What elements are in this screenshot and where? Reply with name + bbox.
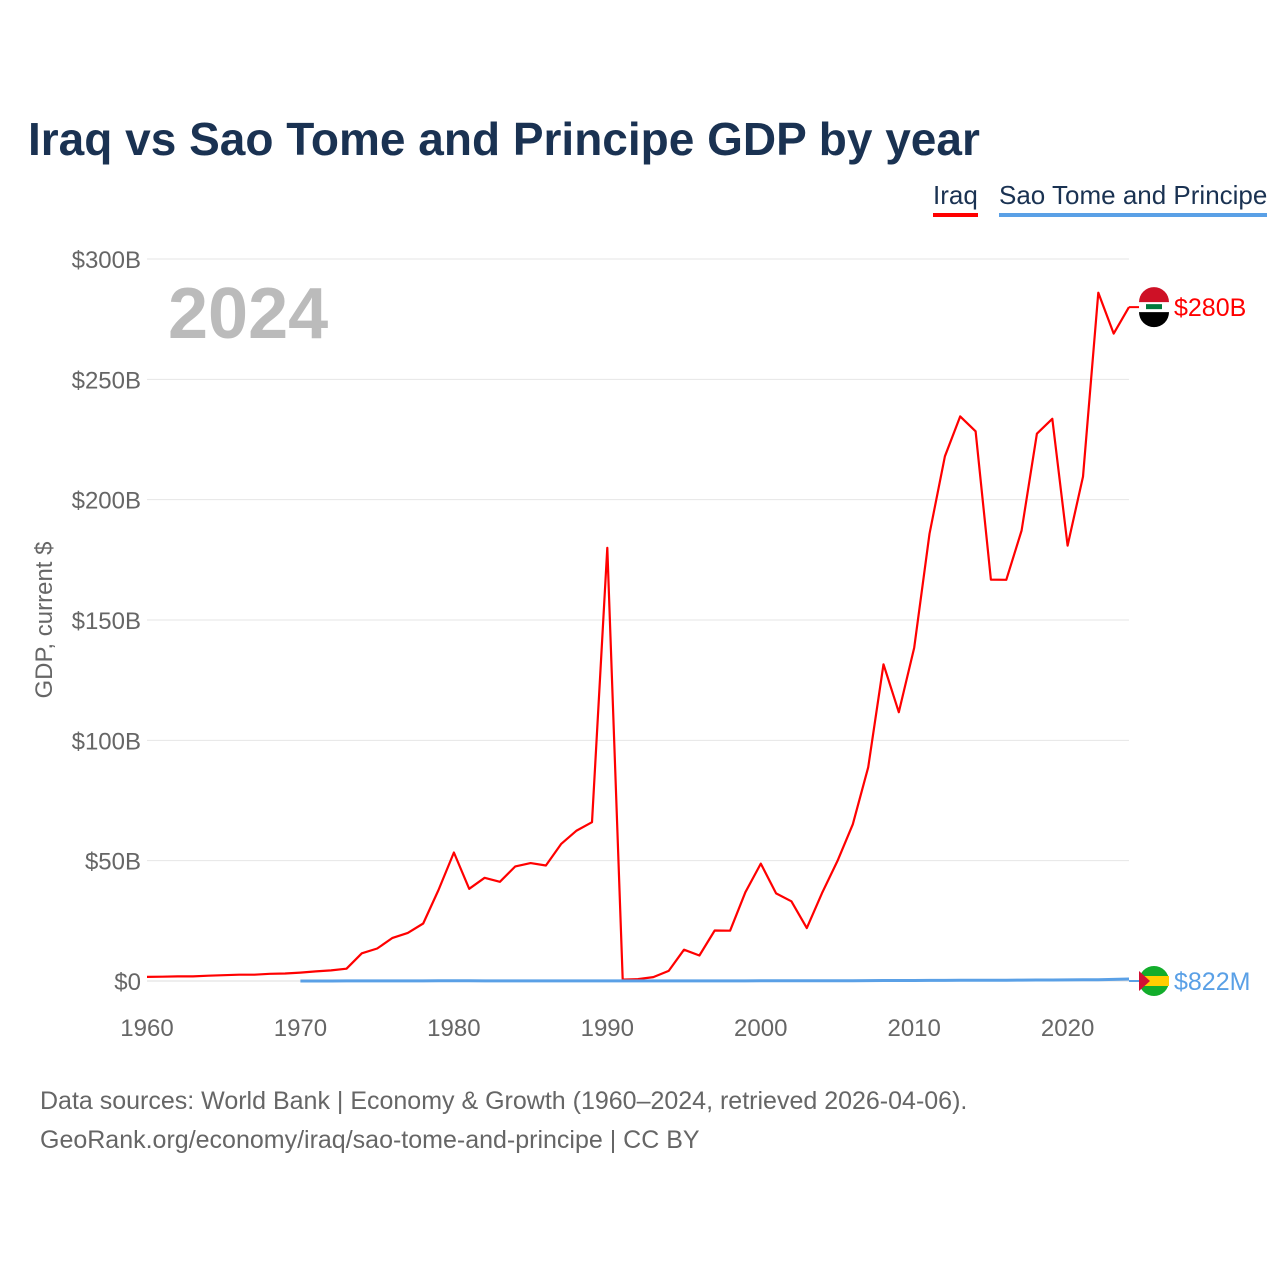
x-tick-label: 1980	[427, 1015, 480, 1042]
y-tick-label: $250B	[72, 367, 141, 394]
x-tick-label: 1960	[120, 1015, 173, 1042]
footer-link[interactable]: GeoRank.org/economy/iraq/sao-tome-and-pr…	[40, 1126, 700, 1154]
series-line-sao-tome	[300, 977, 1130, 983]
legend-iraq[interactable]: Iraq	[933, 180, 978, 217]
end-value-label: $280B	[1174, 294, 1246, 322]
y-tick-label: $200B	[72, 488, 141, 515]
y-tick-label: $0	[114, 969, 141, 996]
legend-sao-tome[interactable]: Sao Tome and Principe	[999, 180, 1268, 217]
sao-tome-flag-icon	[1139, 971, 1150, 991]
y-tick-label: $150B	[72, 608, 141, 635]
iraq-flag-icon	[1139, 287, 1169, 303]
footer: Data sources: World Bank | Economy & Gro…	[40, 1082, 967, 1160]
chart-title: Iraq vs Sao Tome and Principe GDP by yea…	[28, 113, 980, 165]
year-watermark: 2024	[168, 274, 328, 354]
x-tick-label: 1990	[581, 1015, 634, 1042]
x-tick-label: 2020	[1041, 1015, 1094, 1042]
iraq-flag-icon	[1139, 312, 1169, 328]
iraq-flag-icon	[1146, 304, 1162, 310]
sao-tome-flag-icon	[1139, 976, 1169, 986]
y-tick-label: $300B	[72, 247, 141, 274]
x-tick-label: 1970	[274, 1015, 327, 1042]
footer-source: Data sources: World Bank | Economy & Gro…	[40, 1087, 968, 1115]
series-line-iraq	[146, 291, 1130, 981]
y-axis-label: GDP, current $	[31, 542, 58, 699]
end-value-label: $822M	[1174, 968, 1250, 996]
x-tick-label: 2000	[734, 1015, 787, 1042]
x-tick-label: 2010	[887, 1015, 940, 1042]
y-tick-label: $100B	[72, 728, 141, 755]
y-tick-label: $50B	[85, 849, 141, 876]
